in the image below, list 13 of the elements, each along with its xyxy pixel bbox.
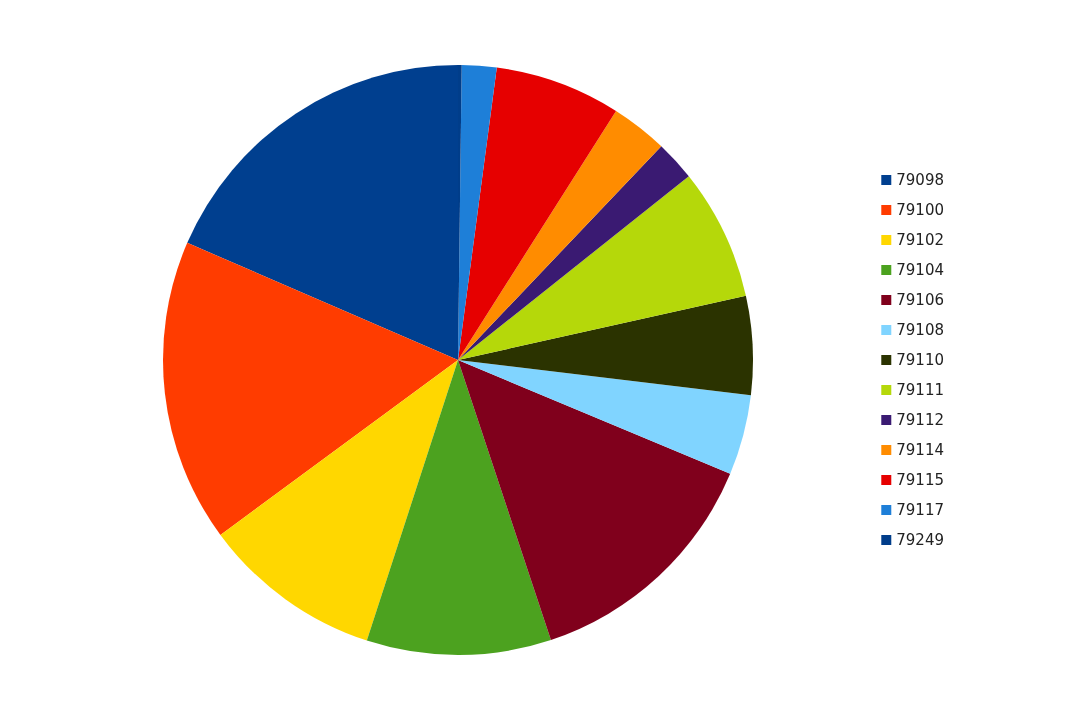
legend-label: 79106 xyxy=(896,291,944,309)
legend-label: 79110 xyxy=(896,351,944,369)
legend-label: 79104 xyxy=(896,261,944,279)
legend-label: 79114 xyxy=(896,441,944,459)
legend-label: 79108 xyxy=(896,321,944,339)
legend-label: 79112 xyxy=(896,411,944,429)
legend-label: 79100 xyxy=(896,201,944,219)
legend-label: 79249 xyxy=(896,531,944,549)
legend-label: 79098 xyxy=(896,171,944,189)
legend-label: 79102 xyxy=(896,231,944,249)
legend-label: 79115 xyxy=(896,471,944,489)
legend-label: 79117 xyxy=(896,501,944,519)
legend-label: 79111 xyxy=(896,381,944,399)
